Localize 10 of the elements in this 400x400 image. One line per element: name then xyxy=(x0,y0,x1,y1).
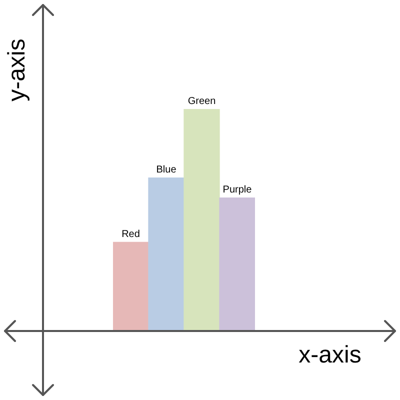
x-tick-label: Green xyxy=(188,96,216,107)
x-tick-label: Purple xyxy=(222,184,252,196)
bar xyxy=(113,242,149,331)
x-tick-label: Blue xyxy=(156,164,177,176)
x-tick-label: Red xyxy=(122,228,140,240)
bar xyxy=(148,177,184,331)
bar xyxy=(219,197,255,331)
x-axis-title: x-axis xyxy=(298,342,362,369)
bar xyxy=(184,109,220,331)
y-axis-title: y-axis xyxy=(4,38,31,102)
